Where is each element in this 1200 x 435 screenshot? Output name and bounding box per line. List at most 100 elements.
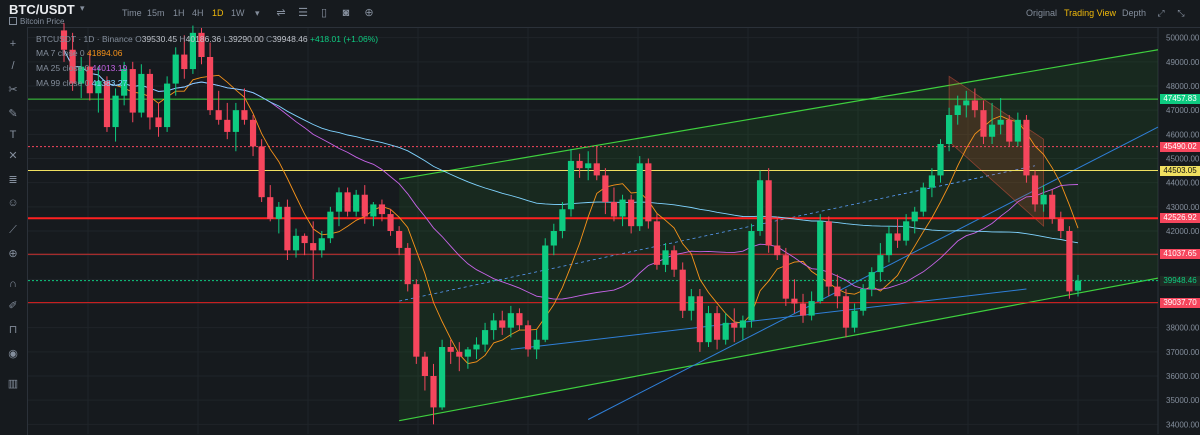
y-tick-label: 34000.00 (1166, 420, 1200, 429)
candle-body (146, 73, 154, 118)
candle-body (636, 163, 643, 227)
candle-body (138, 73, 145, 113)
candle-body (971, 100, 978, 111)
y-tick-label: 36000.00 (1166, 372, 1200, 381)
scissors-icon[interactable]: ✂ (8, 84, 18, 96)
legend-low: 39290.00 (228, 34, 264, 44)
lock-icon[interactable]: ⊓ (8, 324, 18, 336)
candle-body (310, 243, 317, 251)
candle-body (378, 204, 386, 215)
candle-body (456, 351, 463, 357)
subtitle-label: Bitcoin Price (20, 17, 65, 26)
pattern-icon[interactable]: ✕ (8, 150, 18, 162)
trendline-icon[interactable]: / (11, 60, 15, 72)
candle-body (817, 221, 824, 302)
candle-body (610, 202, 618, 217)
y-tick-label: 35000.00 (1166, 396, 1200, 405)
candle-body (198, 32, 205, 57)
eye-icon[interactable]: ◉ (8, 348, 18, 360)
candle-body (1049, 194, 1056, 219)
trash-icon[interactable]: ▥ (7, 378, 19, 390)
tab-4h[interactable]: 4H (192, 8, 204, 18)
brush-icon[interactable]: ✎ (8, 108, 18, 120)
y-tick-label: 48000.00 (1166, 82, 1200, 91)
candle-body (1057, 218, 1064, 231)
more-timeframes-icon[interactable]: ▾ (255, 8, 260, 18)
candle-body (473, 344, 480, 350)
candle-body (1014, 119, 1021, 142)
candle-body (344, 192, 351, 212)
candle-body (731, 322, 738, 328)
magnet-icon[interactable]: ∩ (9, 278, 17, 290)
candle-body (206, 57, 214, 111)
price-level-label: 45490.02 (1160, 141, 1200, 152)
candle-body (671, 250, 678, 270)
chart-type-icon[interactable]: ▯ (320, 7, 328, 19)
candle-body (172, 54, 179, 84)
candle-body (842, 296, 850, 328)
candle-body (275, 206, 282, 219)
candle-body (894, 233, 901, 241)
view-depth[interactable]: Depth (1122, 8, 1147, 18)
candle-body (284, 206, 291, 251)
fib-icon[interactable]: ≣ (8, 174, 18, 186)
expand-icon[interactable]: ⤢ (1157, 8, 1165, 18)
candle-body (1074, 280, 1082, 291)
candle-body (241, 110, 248, 120)
price-level-label: 39948.46 (1160, 275, 1200, 286)
lock-drawing-icon[interactable]: ✐ (8, 300, 18, 312)
candle-body (164, 83, 171, 128)
add-icon[interactable]: ⊕ (364, 7, 374, 19)
view-original[interactable]: Original (1026, 8, 1058, 18)
candle-body (121, 69, 128, 96)
support-line-blue (510, 288, 1027, 350)
tab-15m[interactable]: 15m (147, 8, 165, 18)
candle-body (903, 221, 910, 241)
candle-body (189, 32, 196, 70)
smiley-icon[interactable]: ☺ (7, 197, 19, 209)
candle-body (404, 247, 411, 285)
symbol-dropdown-icon[interactable]: ▾ (80, 3, 85, 13)
view-trading-view[interactable]: Trading View (1064, 8, 1117, 18)
candle-body (327, 211, 334, 239)
indicators-icon[interactable]: ⇌ (276, 7, 286, 19)
candle-body (490, 320, 497, 331)
zoom-icon[interactable]: ⊕ (8, 248, 18, 260)
ma99-legend: MA 99 close 0 41383.27 (36, 78, 128, 88)
candle-body (885, 233, 893, 256)
candle-body (249, 119, 257, 147)
camera-icon[interactable]: ◙ (342, 7, 350, 19)
y-tick-label: 44000.00 (1166, 179, 1200, 188)
ma7-legend: MA 7 close 0 41894.06 (36, 48, 123, 58)
candle-body (920, 187, 927, 212)
crosshair-icon[interactable]: + (9, 38, 17, 50)
subtitle[interactable]: Bitcoin Price (9, 17, 64, 26)
candle-body (103, 81, 111, 128)
candle-body (335, 192, 343, 212)
candle-body (997, 119, 1004, 125)
candle-body (928, 175, 936, 188)
y-tick-label: 43000.00 (1166, 203, 1200, 212)
tab-1h[interactable]: 1H (173, 8, 185, 18)
candle-body (911, 211, 918, 222)
tab-time[interactable]: Time (122, 8, 142, 18)
settings-sliders-icon[interactable]: ☰ (298, 7, 308, 19)
candle-body (155, 117, 162, 128)
tab-1d[interactable]: 1D (212, 8, 224, 18)
ruler-icon[interactable]: ⟋ (9, 224, 17, 236)
candle-body (464, 349, 471, 357)
symbol-title[interactable]: BTC/USDT (9, 2, 75, 17)
legend-close: 39948.46 (272, 34, 308, 44)
candle-body (748, 231, 755, 321)
candle-body (550, 231, 557, 246)
fullscreen-icon[interactable]: ⤡ (1177, 8, 1185, 18)
candle-body (439, 347, 446, 408)
candle-body (808, 301, 815, 316)
candle-body (1023, 119, 1030, 176)
candle-body (86, 66, 93, 94)
text-icon[interactable]: T (9, 129, 17, 141)
tab-1w[interactable]: 1W (231, 8, 245, 18)
candle-body (413, 284, 420, 357)
candle-body (301, 235, 308, 244)
